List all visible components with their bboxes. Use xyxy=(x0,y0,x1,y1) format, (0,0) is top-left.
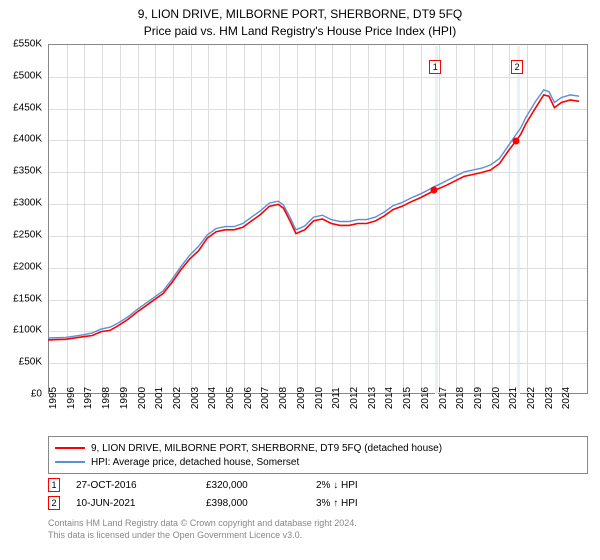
legend-swatch xyxy=(55,461,85,463)
x-axis-label: 2010 xyxy=(314,387,325,409)
y-axis-label: £150K xyxy=(13,293,42,304)
x-axis-label: 2007 xyxy=(260,387,271,409)
x-axis-label: 1998 xyxy=(101,387,112,409)
x-axis-label: 1996 xyxy=(66,387,77,409)
x-axis-label: 2015 xyxy=(402,387,413,409)
event-marker-icon: 1 xyxy=(48,478,60,492)
x-axis-label: 2008 xyxy=(278,387,289,409)
x-axis-label: 2020 xyxy=(491,387,502,409)
sale-marker-label: 1 xyxy=(429,60,441,74)
x-axis-label: 1995 xyxy=(48,387,59,409)
event-date: 10-JUN-2021 xyxy=(76,498,206,509)
x-axis-label: 2024 xyxy=(561,387,572,409)
x-axis-label: 2018 xyxy=(455,387,466,409)
legend-label: HPI: Average price, detached house, Some… xyxy=(91,457,299,468)
sale-marker-label: 2 xyxy=(511,60,523,74)
chart-lines xyxy=(48,44,588,394)
event-price: £398,000 xyxy=(206,498,316,509)
y-axis-label: £400K xyxy=(13,134,42,145)
y-axis-label: £350K xyxy=(13,166,42,177)
legend-label: 9, LION DRIVE, MILBORNE PORT, SHERBORNE,… xyxy=(91,443,442,454)
x-axis-label: 2019 xyxy=(473,387,484,409)
x-axis-label: 2016 xyxy=(420,387,431,409)
x-axis-label: 2022 xyxy=(526,387,537,409)
x-axis-label: 2021 xyxy=(508,387,519,409)
y-axis-label: £550K xyxy=(13,39,42,50)
footer-line: Contains HM Land Registry data © Crown c… xyxy=(48,518,357,530)
sale-marker-dot xyxy=(513,137,520,144)
x-axis-label: 2001 xyxy=(154,387,165,409)
x-axis-label: 1997 xyxy=(83,387,94,409)
y-axis-label: £300K xyxy=(13,198,42,209)
event-marker-icon: 2 xyxy=(48,496,60,510)
event-diff: 3% ↑ HPI xyxy=(316,498,358,509)
y-axis-label: £0 xyxy=(31,389,42,400)
x-axis-label: 2009 xyxy=(296,387,307,409)
x-axis-label: 2023 xyxy=(544,387,555,409)
event-row: 2 10-JUN-2021 £398,000 3% ↑ HPI xyxy=(48,494,588,512)
legend-item-hpi: HPI: Average price, detached house, Some… xyxy=(55,455,581,469)
x-axis-label: 1999 xyxy=(119,387,130,409)
events-table: 1 27-OCT-2016 £320,000 2% ↓ HPI 2 10-JUN… xyxy=(48,476,588,512)
y-axis-label: £100K xyxy=(13,325,42,336)
x-axis-label: 2013 xyxy=(367,387,378,409)
y-axis-label: £450K xyxy=(13,102,42,113)
event-row: 1 27-OCT-2016 £320,000 2% ↓ HPI xyxy=(48,476,588,494)
chart-subtitle: Price paid vs. HM Land Registry's House … xyxy=(0,23,600,38)
footer-line: This data is licensed under the Open Gov… xyxy=(48,530,357,542)
x-axis-label: 2003 xyxy=(190,387,201,409)
series-hpi xyxy=(48,90,579,338)
legend-item-price-paid: 9, LION DRIVE, MILBORNE PORT, SHERBORNE,… xyxy=(55,441,581,455)
x-axis-label: 2012 xyxy=(349,387,360,409)
x-axis-label: 2017 xyxy=(438,387,449,409)
footer: Contains HM Land Registry data © Crown c… xyxy=(48,518,357,541)
chart-area: £0£50K£100K£150K£200K£250K£300K£350K£400… xyxy=(48,44,588,394)
x-axis-label: 2014 xyxy=(384,387,395,409)
event-price: £320,000 xyxy=(206,480,316,491)
x-axis-label: 2002 xyxy=(172,387,183,409)
y-axis-label: £250K xyxy=(13,229,42,240)
chart-container: 9, LION DRIVE, MILBORNE PORT, SHERBORNE,… xyxy=(0,0,600,560)
y-axis-label: £500K xyxy=(13,70,42,81)
x-axis-label: 2004 xyxy=(207,387,218,409)
x-axis-label: 2005 xyxy=(225,387,236,409)
event-diff: 2% ↓ HPI xyxy=(316,480,358,491)
chart-title: 9, LION DRIVE, MILBORNE PORT, SHERBORNE,… xyxy=(0,0,600,23)
x-axis-label: 2011 xyxy=(331,387,342,409)
legend: 9, LION DRIVE, MILBORNE PORT, SHERBORNE,… xyxy=(48,436,588,474)
y-axis-label: £200K xyxy=(13,261,42,272)
event-date: 27-OCT-2016 xyxy=(76,480,206,491)
x-axis-label: 2000 xyxy=(137,387,148,409)
legend-swatch xyxy=(55,447,85,449)
sale-marker-dot xyxy=(431,187,438,194)
y-axis-label: £50K xyxy=(19,357,42,368)
x-axis-label: 2006 xyxy=(243,387,254,409)
